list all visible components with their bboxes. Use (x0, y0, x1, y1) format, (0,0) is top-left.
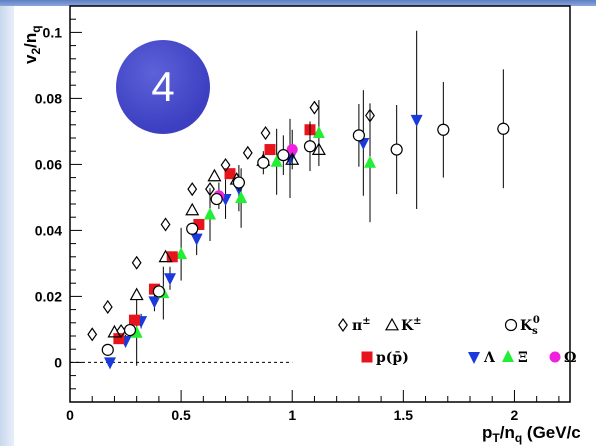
slide-number-label: 4 (151, 63, 175, 110)
legend-label: K± (401, 316, 422, 334)
data-point-triangle-open (158, 249, 173, 263)
data-point-diamond-open (160, 217, 171, 232)
legend-label: Ξ (518, 350, 528, 366)
y-axis-title-slash: /n (21, 33, 40, 48)
data-point-triangle-open (185, 202, 200, 216)
data-point-triangle-down (148, 296, 161, 309)
y-axis-title: v2/nq (21, 25, 43, 64)
data-point-circle-open (277, 149, 290, 162)
data-point-diamond-open (220, 158, 231, 173)
data-point-triangle-open (107, 324, 122, 338)
data-point-circle-open (101, 343, 114, 356)
legend-marker-triangle-up (502, 350, 514, 362)
data-point-triangle-open (129, 287, 144, 301)
data-point-triangle-open (207, 168, 222, 182)
data-point-diamond-open (187, 182, 198, 197)
data-point-circle-open (303, 140, 317, 153)
data-point-square (128, 314, 140, 326)
legend-label: p(p̄) (376, 350, 409, 366)
data-point-circle-open (257, 156, 270, 169)
data-point-triangle-up (312, 126, 325, 139)
legend-label: π± (352, 316, 371, 334)
y-axis-title-main: v (21, 54, 40, 64)
y-tick-label: 0.06 (35, 156, 62, 172)
legend-marker-circle (549, 351, 561, 363)
legend-marker-circle-open (504, 318, 518, 332)
y-axis-title-sub2: q (29, 25, 43, 32)
data-point-circle (286, 144, 298, 156)
data-point-triangle-down (104, 357, 116, 370)
y-tick-label: 0.02 (35, 288, 62, 304)
data-point-square (113, 333, 125, 345)
legend-label: Λ (483, 350, 496, 366)
data-point-circle-open (152, 285, 165, 298)
data-point-circle-open (352, 129, 365, 142)
data-point-diamond-open (365, 108, 375, 123)
y-tick-label: 0.08 (35, 90, 62, 106)
data-point-circle-open (497, 122, 510, 135)
data-point-diamond-open (309, 100, 320, 115)
data-point-triangle-up (270, 154, 283, 167)
y-tick-label: 0 (54, 354, 62, 370)
data-point-circle-open (232, 176, 245, 189)
data-point-triangle-open (311, 142, 326, 155)
data-point-triangle-up (204, 207, 216, 220)
legend-marker-diamond-open (338, 317, 348, 333)
x-tick-label: 2 (511, 407, 519, 423)
data-point-square (264, 144, 276, 156)
y-tick-label: 0.04 (35, 222, 62, 238)
x-tick-label: 0.5 (171, 407, 191, 423)
y-axis-title-sub: 2 (29, 48, 43, 55)
data-point-triangle-down (164, 273, 176, 286)
data-point-triangle-up (235, 191, 248, 204)
y-tick-label: 0.1 (43, 24, 63, 40)
data-point-circle-open (186, 222, 199, 235)
data-point-circle-open (437, 123, 450, 136)
data-point-triangle-open (285, 152, 300, 165)
data-point-triangle-down (190, 233, 203, 246)
data-point-circle-open (390, 143, 403, 156)
data-point-diamond-open (242, 145, 253, 160)
data-point-triangle-up (364, 155, 376, 168)
x-axis-title: pT/nq (GeV/c (482, 423, 581, 445)
x-tick-label: 0 (66, 407, 74, 423)
data-point-square (224, 168, 236, 180)
slide-number-badge: 4 (116, 40, 210, 134)
legend-marker-square (361, 351, 373, 363)
legend-label: Ks0 (520, 315, 540, 337)
data-point-diamond-open (102, 299, 113, 315)
slide-side-strip (0, 6, 14, 446)
data-point-circle-open (210, 192, 223, 206)
legend-marker-triangle-open (384, 317, 400, 331)
x-tick-label: 1.5 (394, 407, 414, 423)
data-point-diamond-open (131, 255, 142, 270)
legend-label: Ω (564, 350, 576, 366)
data-point-diamond-open (87, 327, 98, 342)
x-tick-label: 1 (288, 407, 296, 423)
legend-marker-triangle-down (468, 352, 480, 364)
data-point-diamond-open (260, 126, 271, 141)
data-point-triangle-down (410, 114, 423, 127)
data-point-circle-open (123, 323, 137, 337)
data-point-triangle-up (175, 247, 188, 260)
data-point-square (193, 218, 205, 230)
data-point-diamond-open (205, 182, 215, 197)
data-point-square (166, 251, 178, 263)
